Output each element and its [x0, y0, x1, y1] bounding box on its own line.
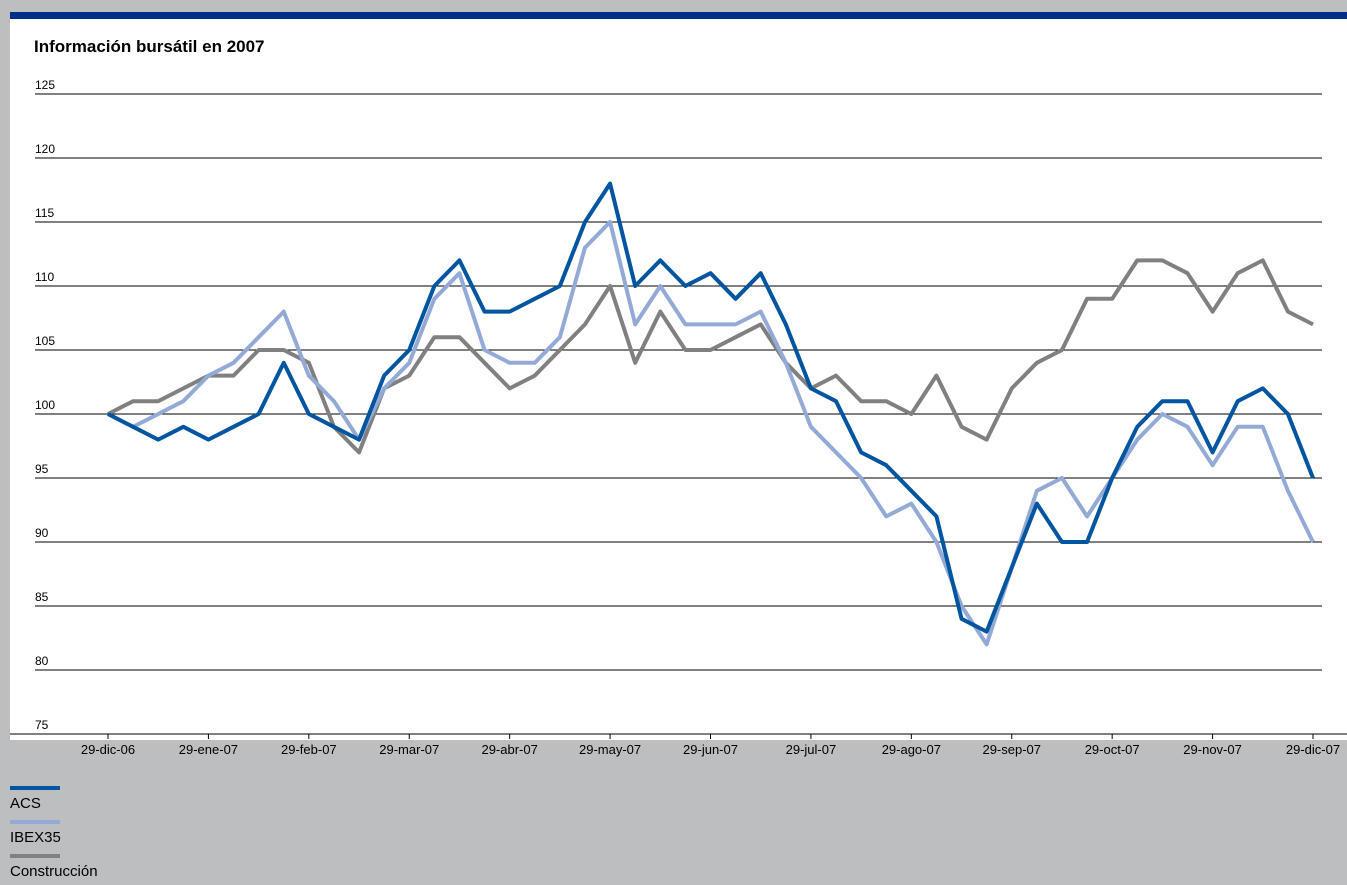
legend-swatch: [10, 854, 60, 858]
chart-title: Información bursátil en 2007: [34, 37, 265, 56]
y-tick-label: 100: [35, 398, 55, 412]
y-tick-label: 75: [35, 718, 49, 732]
plot-panel: [10, 18, 1347, 740]
x-tick-label: 29-oct-07: [1085, 742, 1140, 757]
x-tick-label: 29-abr-07: [481, 742, 537, 757]
y-tick-label: 90: [35, 526, 49, 540]
y-tick-label: 95: [35, 462, 49, 476]
y-tick-label: 80: [35, 654, 49, 668]
x-tick-label: 29-may-07: [579, 742, 641, 757]
y-tick-label: 115: [35, 206, 54, 220]
series-line: [107, 181, 1315, 634]
x-tick-label: 29-ago-07: [882, 742, 941, 757]
x-tick-label: 29-dic-07: [1286, 742, 1340, 757]
y-tick-label: 125: [35, 78, 55, 92]
x-tick-label: 29-ene-07: [179, 742, 238, 757]
x-tick-label: 29-mar-07: [379, 742, 439, 757]
legend-label: Construcción: [10, 863, 98, 880]
y-tick-label: 110: [35, 270, 54, 284]
legend-label: IBEX35: [10, 829, 61, 846]
x-tick-label: 29-feb-07: [281, 742, 337, 757]
y-tick-label: 85: [35, 590, 49, 604]
x-tick-label: 29-nov-07: [1183, 742, 1242, 757]
x-tick-label: 29-jun-07: [683, 742, 738, 757]
series-line: [107, 258, 1314, 455]
x-tick-label: 29-jul-07: [786, 742, 837, 757]
y-tick-label: 120: [35, 142, 55, 156]
legend-label: ACS: [10, 795, 41, 812]
y-tick-label: 105: [35, 334, 55, 348]
x-tick-label: 29-sep-07: [982, 742, 1041, 757]
legend-swatch: [10, 786, 60, 790]
legend-swatch: [10, 820, 60, 824]
x-tick-label: 29-dic-06: [81, 742, 135, 757]
header-bar: [10, 12, 1347, 19]
